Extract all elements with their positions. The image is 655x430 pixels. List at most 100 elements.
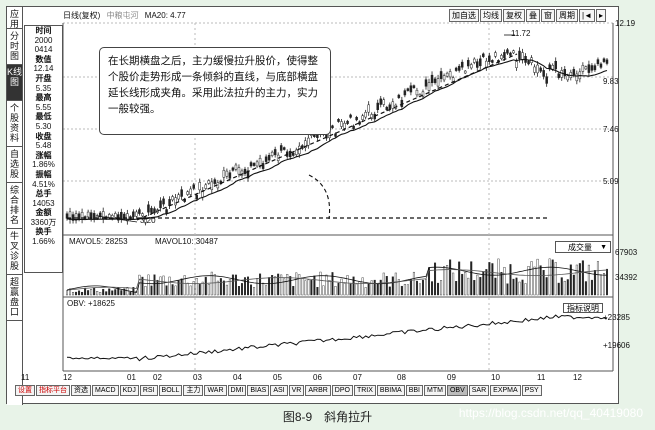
window-button[interactable]: 窗 <box>540 9 555 22</box>
indicator-tab[interactable]: MTM <box>424 385 446 396</box>
candle-body <box>258 158 262 166</box>
indicator-tab[interactable]: 资选 <box>71 385 91 396</box>
candle-body <box>171 196 174 201</box>
volume-bar <box>307 279 310 296</box>
indicator-tab[interactable]: RSI <box>139 385 158 396</box>
indicator-tab[interactable]: WAR <box>204 385 227 396</box>
volume-bar <box>108 288 111 296</box>
indicator-tab[interactable]: BBI <box>405 385 424 396</box>
indicator-tab-bar: 设置 指标平台 资选 MACD KDJ RSI BOLL 主力 WAR DMI … <box>15 385 543 397</box>
ma-button[interactable]: 均线 <box>479 9 502 22</box>
tab-kline[interactable]: K线图 <box>7 65 22 101</box>
price-tick: 9.83 <box>603 77 619 86</box>
volume-bar <box>201 281 204 296</box>
candle-body <box>159 200 162 209</box>
candle-body <box>572 69 576 75</box>
candle-body <box>126 213 129 222</box>
indicator-tab[interactable]: BOLL <box>158 385 183 396</box>
indicator-tab[interactable]: SAR <box>468 385 490 396</box>
volume-bar <box>210 271 213 296</box>
high-label: 11.72 <box>511 29 531 38</box>
indicator-tab[interactable]: BBIMA <box>376 385 405 396</box>
volume-bar <box>195 278 198 296</box>
next-icon[interactable]: ▸ <box>595 9 606 22</box>
candle-body <box>307 137 310 146</box>
volume-bar <box>268 277 271 296</box>
candle-body <box>491 60 494 63</box>
indicator-tab[interactable]: DMI <box>227 385 247 396</box>
x-tick: 04 <box>233 373 242 382</box>
candle-body <box>457 65 461 71</box>
volume-bar <box>355 283 358 296</box>
candle-body <box>189 188 192 195</box>
candle-body <box>355 116 358 121</box>
x-tick: 12 <box>63 373 72 382</box>
add-watchlist-button[interactable]: 加自选 <box>448 9 479 22</box>
candle-body <box>482 53 485 57</box>
volume-bar <box>599 274 602 296</box>
indicator-tab[interactable]: BIAS <box>247 385 270 396</box>
volume-bar <box>165 285 168 296</box>
period-button[interactable]: 周期 <box>555 9 578 22</box>
tab-ranking[interactable]: 综合排名 <box>7 183 22 229</box>
indicator-select[interactable]: 成交量 ▼ <box>555 241 611 253</box>
indicator-tab[interactable]: ASI <box>270 385 288 396</box>
tab-intraday[interactable]: 分时图 <box>7 29 22 65</box>
info-value: 4.51% <box>32 179 55 189</box>
indicator-tab[interactable]: VR <box>288 385 305 396</box>
indicator-tab[interactable]: KDJ <box>119 385 139 396</box>
candle-body <box>195 194 198 200</box>
volume-bar <box>156 279 159 296</box>
first-icon[interactable]: |◄ <box>578 9 595 22</box>
volume-bar <box>467 277 470 296</box>
tab-apps[interactable]: 应用 <box>7 7 22 29</box>
volume-bar <box>518 281 521 296</box>
candle-body <box>246 170 250 179</box>
candle-body <box>575 73 579 82</box>
info-value: 2000 <box>34 35 53 45</box>
tab-order-book[interactable]: 超赢盘口 <box>7 275 22 321</box>
indicator-tab[interactable]: MACD <box>92 385 119 396</box>
candle-body <box>397 94 401 98</box>
adjust-button[interactable]: 复权 <box>502 9 525 22</box>
volume-bar <box>325 274 328 296</box>
indicator-tab[interactable]: TRIX <box>353 385 376 396</box>
indicator-platform-tab[interactable]: 指标平台 <box>36 385 70 396</box>
volume-bar <box>584 281 587 296</box>
indicator-tab[interactable]: DPO <box>331 385 353 396</box>
volume-bar <box>415 280 418 296</box>
candle-body <box>192 184 195 189</box>
volume-bar <box>434 262 437 296</box>
volume-bar <box>147 274 150 296</box>
candle-body <box>237 167 241 175</box>
left-tab-bar: 应用 分时图 K线图 个股资料 自选股 综合排名 牛叉诊股 超赢盘口 <box>7 7 23 405</box>
candle-body <box>231 167 235 171</box>
volume-bar <box>277 273 280 296</box>
indicator-tab[interactable]: 主力 <box>183 385 204 396</box>
candle-body <box>602 58 606 62</box>
tab-watchlist[interactable]: 自选股 <box>7 147 22 183</box>
volume-bar <box>406 284 409 296</box>
candle-body <box>162 198 165 205</box>
mavol10-readout: MAVOL10: 30487 <box>155 237 219 246</box>
volume-bar <box>491 263 494 296</box>
volume-bar <box>346 275 349 296</box>
settings-tab[interactable]: 设置 <box>15 385 35 396</box>
tab-diagnosis[interactable]: 牛叉诊股 <box>7 229 22 275</box>
volume-bar <box>331 272 334 296</box>
volume-bar <box>72 292 75 296</box>
volume-bar <box>222 280 225 296</box>
indicator-tab[interactable]: ARBR <box>305 385 331 396</box>
overlay-button[interactable]: 叠 <box>525 9 540 22</box>
volume-bar <box>120 290 123 296</box>
indicator-tab-active[interactable]: OBV <box>446 385 468 396</box>
volume-bar <box>96 291 99 296</box>
volume-bar <box>545 277 548 296</box>
volume-bar <box>186 282 189 296</box>
indicator-tab[interactable]: EXPMA <box>490 385 521 396</box>
tab-stock-info[interactable]: 个股资料 <box>7 101 22 147</box>
indicator-help-button[interactable]: 指标说明 <box>563 303 603 313</box>
indicator-tab[interactable]: PSY <box>521 385 542 396</box>
volume-bars <box>66 258 609 296</box>
chevron-down-icon: ▼ <box>600 244 607 251</box>
